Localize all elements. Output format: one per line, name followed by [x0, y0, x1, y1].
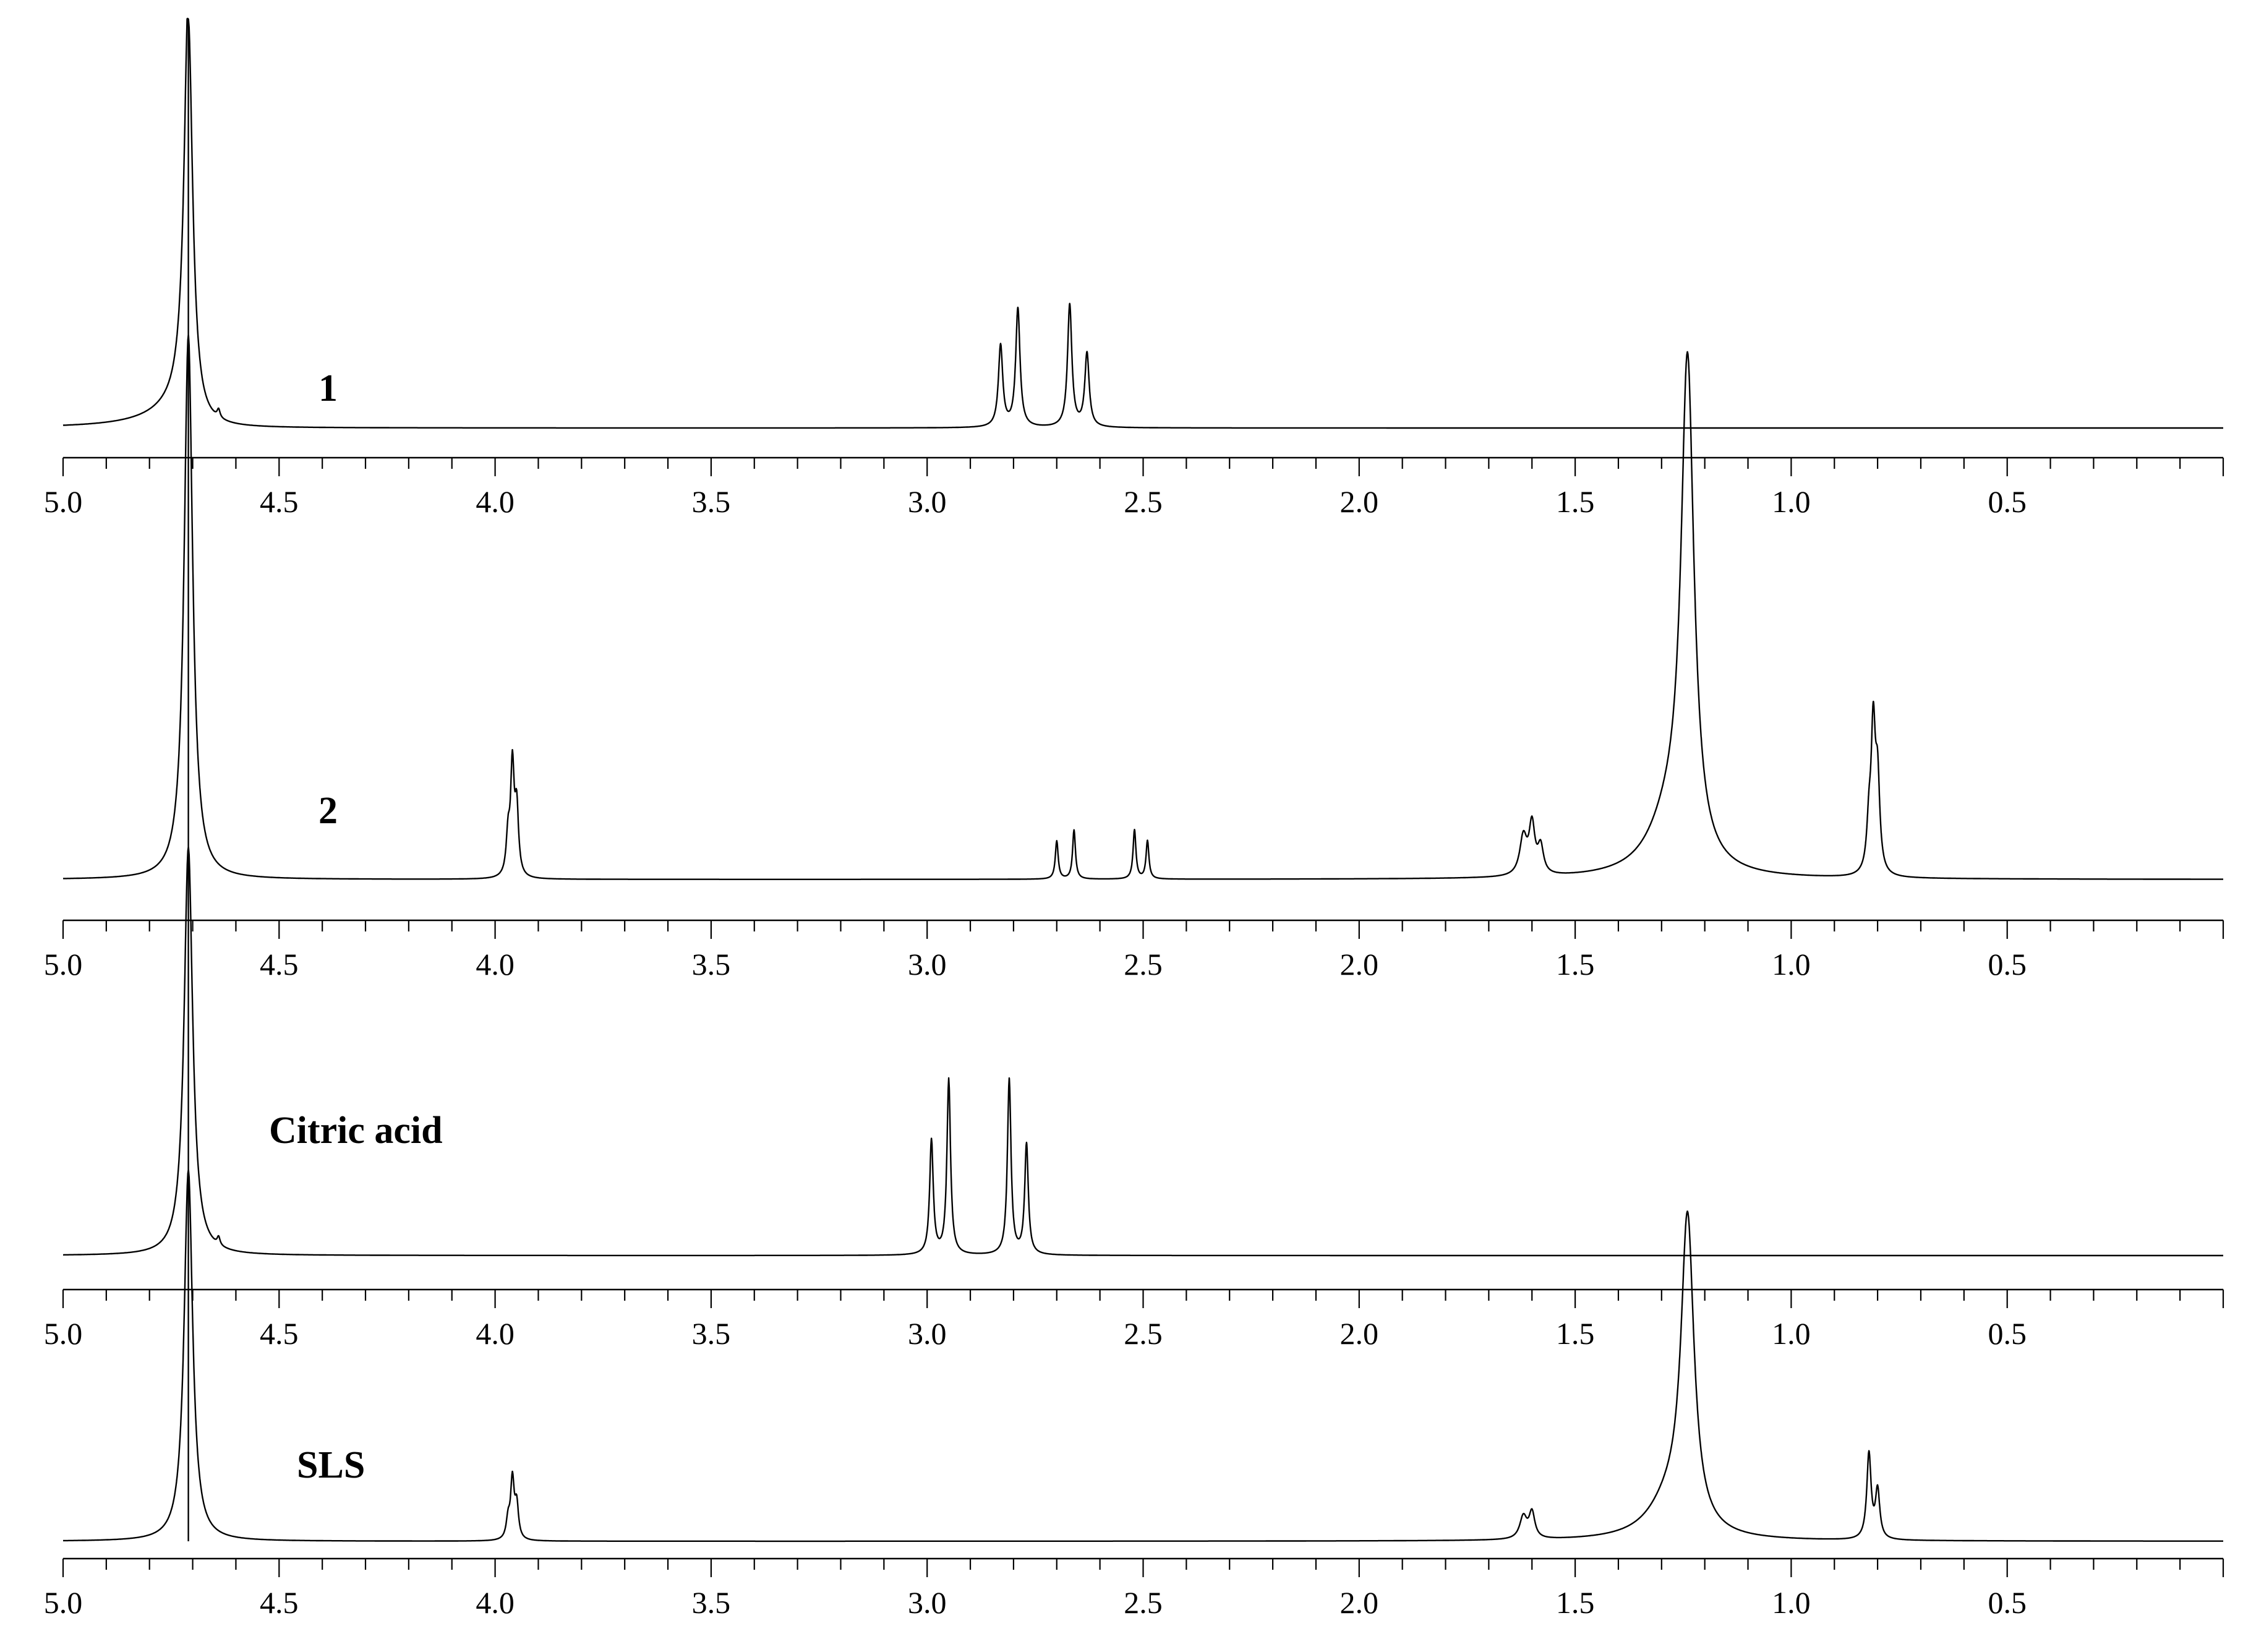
spectrum-trace-sls — [62, 1169, 2224, 1543]
spectrum-label-sls: SLS — [297, 1444, 365, 1486]
x-tick-label-2: 2.5 — [1124, 947, 1163, 982]
x-tick-label-1: 3.0 — [908, 484, 947, 519]
x-tick-label-2: 2.0 — [1340, 947, 1379, 982]
x-tick-label-citric-acid: 4.0 — [476, 1316, 515, 1351]
spectrum-label-2: 2 — [318, 790, 338, 832]
x-tick-label-citric-acid: 2.0 — [1340, 1316, 1379, 1351]
x-tick-label-2: 4.0 — [476, 947, 515, 982]
x-tick-label-1: 4.0 — [476, 484, 515, 519]
x-tick-label-1: 1.5 — [1556, 484, 1595, 519]
x-tick-label-2: 3.5 — [692, 947, 731, 982]
x-tick-label-2: 1.0 — [1772, 947, 1811, 982]
x-tick-label-1: 3.5 — [692, 484, 731, 519]
x-tick-label-2: 3.0 — [908, 947, 947, 982]
x-tick-label-citric-acid: 2.5 — [1124, 1316, 1163, 1351]
x-tick-label-sls: 1.5 — [1556, 1585, 1595, 1620]
x-tick-label-citric-acid: 0.5 — [1988, 1316, 2027, 1351]
x-tick-label-1: 5.0 — [44, 484, 83, 519]
spectrum-trace-2 — [62, 334, 2224, 880]
x-tick-label-2: 5.0 — [44, 947, 83, 982]
x-tick-label-sls: 1.0 — [1772, 1585, 1811, 1620]
x-tick-label-sls: 0.5 — [1988, 1585, 2027, 1620]
x-tick-label-citric-acid: 1.5 — [1556, 1316, 1595, 1351]
x-tick-label-sls: 2.5 — [1124, 1585, 1163, 1620]
spectrum-label-1: 1 — [318, 367, 338, 409]
x-tick-label-citric-acid: 4.5 — [260, 1316, 299, 1351]
x-axis-panel-1: 5.0 4.5 4.0 3.5 3.0 2.5 2.0 1.5 1.0 0.5 — [44, 456, 2224, 519]
x-tick-label-citric-acid: 5.0 — [44, 1316, 83, 1351]
x-tick-label-sls: 3.5 — [692, 1585, 731, 1620]
x-tick-label-1: 1.0 — [1772, 484, 1811, 519]
x-tick-label-sls: 5.0 — [44, 1585, 83, 1620]
x-tick-label-citric-acid: 3.5 — [692, 1316, 731, 1351]
x-tick-label-citric-acid: 1.0 — [1772, 1316, 1811, 1351]
spectrum-panel-sls: SLS 5.0 4.5 4.0 3.5 3.0 2.5 2.0 1.5 1.0 0.5 — [44, 1169, 2224, 1620]
x-tick-label-sls: 4.5 — [260, 1585, 299, 1620]
x-tick-label-1: 2.5 — [1124, 484, 1163, 519]
spectrum-trace-citric-acid — [62, 846, 2224, 1257]
x-tick-label-sls: 2.0 — [1340, 1585, 1379, 1620]
spectrum-label-citric-acid: Citric acid — [269, 1110, 443, 1152]
x-tick-label-2: 1.5 — [1556, 947, 1595, 982]
x-tick-label-2: 0.5 — [1988, 947, 2027, 982]
spectrum-panel-citric-acid: Citric acid 5.0 4.5 4.0 3.5 3.0 2.5 2.0 1.5 1.0 0… — [44, 846, 2224, 1351]
x-axis-panel-sls: 5.0 4.5 4.0 3.5 3.0 2.5 2.0 1.5 1.0 0.5 — [44, 1557, 2224, 1620]
x-axis-panel-2: 5.0 4.5 4.0 3.5 3.0 2.5 2.0 1.5 1.0 0.5 — [44, 919, 2224, 982]
x-axis-panel-citric-acid: 5.0 4.5 4.0 3.5 3.0 2.5 2.0 1.5 1.0 0.5 — [44, 1288, 2224, 1351]
x-tick-label-1: 0.5 — [1988, 484, 2027, 519]
spectrum-panel-2: 2 5.0 4.5 4.0 3.5 3.0 2.5 2.0 1.5 1.0 0.5 — [44, 334, 2224, 982]
x-tick-label-1: 4.5 — [260, 484, 299, 519]
x-tick-label-2: 4.5 — [260, 947, 299, 982]
x-tick-label-sls: 4.0 — [476, 1585, 515, 1620]
x-tick-label-citric-acid: 3.0 — [908, 1316, 947, 1351]
spectrum-panel-1: 1 5.0 4.5 4.0 3.5 3.0 2.5 2.0 1.5 1.0 0.5 — [44, 17, 2224, 519]
spectrum-trace-1 — [62, 17, 2224, 429]
x-tick-label-1: 2.0 — [1340, 484, 1379, 519]
x-tick-label-sls: 3.0 — [908, 1585, 947, 1620]
